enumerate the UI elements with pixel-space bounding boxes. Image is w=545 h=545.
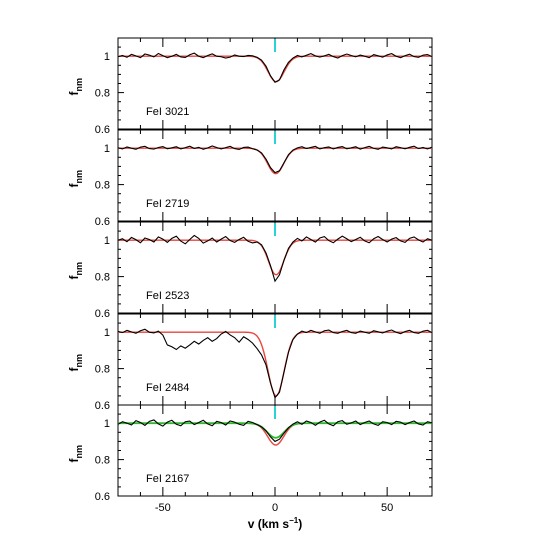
y-tick-label: 1 xyxy=(104,327,110,339)
y-tick-label: 0.6 xyxy=(95,124,110,136)
data-spectrum xyxy=(118,234,432,283)
y-tick-label: 1 xyxy=(104,235,110,247)
y-tick-label: 0.6 xyxy=(95,400,110,412)
y-tick-label: 0.8 xyxy=(95,455,110,467)
fit-curve xyxy=(118,239,432,276)
panel-3: 0.6 0.8 1 FeI 2523 fnm xyxy=(67,221,433,320)
y-tick-label: 0.8 xyxy=(95,272,110,284)
transition-label: FeI 2523 xyxy=(146,290,189,302)
y-axis-label: fnm xyxy=(67,445,84,463)
panel-4: 0.6 0.8 1 FeI 2484 fnm xyxy=(67,313,433,412)
y-tick-label: 0.8 xyxy=(95,88,110,100)
y-tick-label: 1 xyxy=(104,51,110,63)
plot-area xyxy=(118,52,432,83)
panel-5: 0.6 0.8 1 FeI 2167 fnm xyxy=(67,404,433,503)
data-spectrum xyxy=(118,52,432,83)
y-tick-label: 0.6 xyxy=(95,491,110,503)
x-tick-label: 50 xyxy=(381,502,393,514)
panel-1: 0.6 0.8 1 FeI 3021 fnm xyxy=(67,37,433,136)
alt-fit-curve xyxy=(118,422,432,439)
x-axis-label: v (km s−1) xyxy=(248,516,302,531)
y-axis-label: fnm xyxy=(67,170,84,188)
transition-label: FeI 2167 xyxy=(146,473,189,485)
plot-area xyxy=(118,234,432,283)
y-tick-label: 0.8 xyxy=(95,180,110,192)
transition-label: FeI 2484 xyxy=(146,382,189,394)
plot-area xyxy=(118,419,432,446)
y-axis-label: fnm xyxy=(67,78,84,96)
transition-label: FeI 3021 xyxy=(146,106,189,118)
data-spectrum xyxy=(118,419,432,443)
plot-area xyxy=(118,328,432,399)
panel-2: 0.6 0.8 1 FeI 2719 fnm xyxy=(67,129,433,228)
y-tick-label: 0.6 xyxy=(95,308,110,320)
transition-label: FeI 2719 xyxy=(146,198,189,210)
x-axis: -50 0 50 xyxy=(155,502,393,514)
x-tick-label: 0 xyxy=(272,502,278,514)
y-axis-label: fnm xyxy=(67,354,84,372)
fit-curve xyxy=(118,55,432,83)
y-tick-label: 1 xyxy=(104,418,110,430)
data-spectrum xyxy=(118,145,432,174)
data-spectrum xyxy=(118,328,432,399)
y-tick-label: 1 xyxy=(104,143,110,155)
x-tick-label: -50 xyxy=(155,502,171,514)
y-tick-label: 0.8 xyxy=(95,364,110,376)
fit-curve xyxy=(118,147,432,175)
plot-area xyxy=(118,145,432,175)
y-tick-label: 0.6 xyxy=(95,216,110,228)
y-axis-label: fnm xyxy=(67,262,84,280)
